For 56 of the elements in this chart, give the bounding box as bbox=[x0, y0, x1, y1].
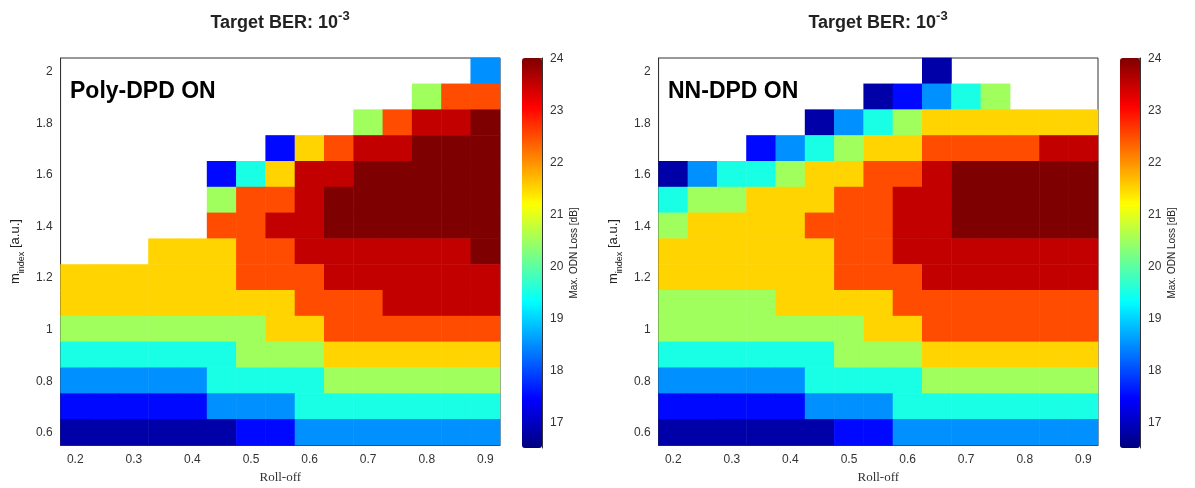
y-tick-label: 0.6 bbox=[35, 425, 53, 440]
color-bar-label: 22 bbox=[550, 155, 564, 169]
x-tick-label: 0.8 bbox=[418, 452, 436, 467]
annotation: NN-DPD ON bbox=[668, 76, 799, 103]
color-bar-label: 23 bbox=[550, 103, 564, 117]
y-tick-label: 2 bbox=[643, 63, 651, 78]
color-bar-label: 19 bbox=[550, 311, 564, 325]
color-bar-label: 23 bbox=[1148, 103, 1162, 117]
color-bar-label: 21 bbox=[550, 207, 564, 221]
y-tick-label: 1 bbox=[45, 321, 53, 336]
x-tick-label: 0.7 bbox=[359, 452, 377, 467]
y-tick-label: 2 bbox=[45, 63, 53, 78]
y-tick-label: 1 bbox=[643, 321, 651, 336]
y-tick-label: 1.2 bbox=[35, 270, 53, 285]
x-axis-title: Roll-off bbox=[857, 469, 900, 484]
color-bar-label: 22 bbox=[1148, 155, 1162, 169]
x-tick-label: 0.6 bbox=[301, 452, 319, 467]
color-bar-label: 19 bbox=[1148, 311, 1162, 325]
x-tick-label: 0.3 bbox=[723, 452, 741, 467]
color-bar-title: Max. ODN Loss [dB] bbox=[567, 207, 579, 299]
y-tick-label: 1.4 bbox=[633, 218, 651, 233]
y-tick-label: 1.8 bbox=[35, 115, 53, 130]
x-tick-label: 0.2 bbox=[664, 452, 682, 467]
color-bar-label: 18 bbox=[550, 363, 564, 377]
y-tick-label: 0.6 bbox=[633, 425, 651, 440]
x-tick-label: 0.3 bbox=[125, 452, 143, 467]
y-axis-title: mindex [a.u.] bbox=[605, 219, 624, 284]
x-tick-label: 0.9 bbox=[1075, 452, 1093, 467]
y-tick-label: 1.4 bbox=[35, 218, 53, 233]
x-tick-label: 0.9 bbox=[477, 452, 495, 467]
y-tick-label: 1.2 bbox=[633, 270, 651, 285]
x-tick-label: 0.5 bbox=[840, 452, 858, 467]
x-tick-label: 0.6 bbox=[899, 452, 917, 467]
color-bar-label: 17 bbox=[1148, 415, 1162, 429]
color-bar-label: 24 bbox=[1148, 51, 1162, 65]
annotation: Poly-DPD ON bbox=[70, 76, 216, 103]
x-tick-label: 0.8 bbox=[1016, 452, 1034, 467]
y-tick-label: 1.6 bbox=[633, 167, 651, 182]
color-bar-label: 17 bbox=[550, 415, 564, 429]
x-axis-title: Roll-off bbox=[259, 469, 302, 484]
color-bar-label: 24 bbox=[550, 51, 564, 65]
x-tick-label: 0.5 bbox=[242, 452, 260, 467]
x-tick-label: 0.2 bbox=[66, 452, 84, 467]
y-tick-label: 0.8 bbox=[633, 373, 651, 388]
color-bar-label: 21 bbox=[1148, 207, 1162, 221]
y-tick-label: 1.6 bbox=[35, 167, 53, 182]
color-bar-label: 20 bbox=[550, 259, 564, 273]
x-tick-label: 0.4 bbox=[782, 452, 800, 467]
color-bar-label: 20 bbox=[1148, 259, 1162, 273]
y-tick-label: 0.8 bbox=[35, 373, 53, 388]
y-axis-title: mindex [a.u.] bbox=[7, 219, 26, 284]
x-tick-label: 0.7 bbox=[957, 452, 975, 467]
color-bar-label: 18 bbox=[1148, 363, 1162, 377]
color-bar-title: Max. ODN Loss [dB] bbox=[1165, 207, 1177, 299]
x-tick-label: 0.4 bbox=[184, 452, 202, 467]
y-tick-label: 1.8 bbox=[633, 115, 651, 130]
